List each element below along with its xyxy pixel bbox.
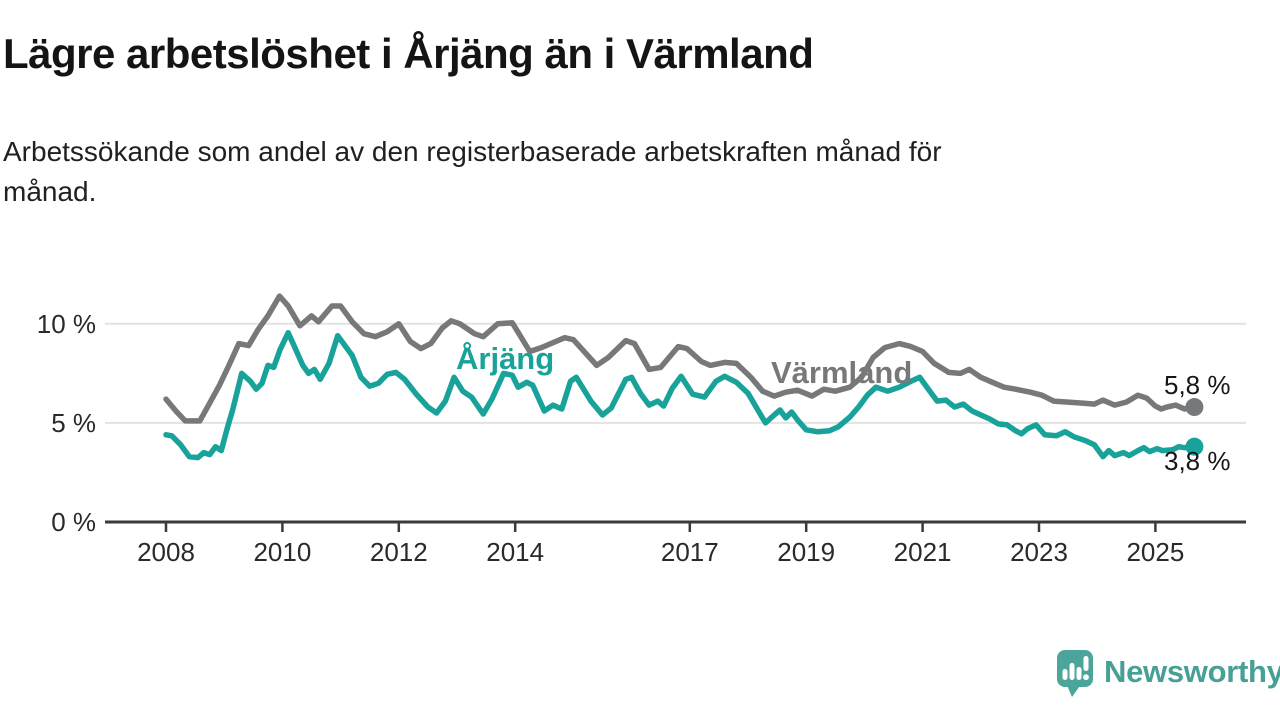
x-tick-label-2025: 2025 [1126,537,1185,567]
y-tick-label-5: 5 % [51,407,96,438]
x-tick-label-2010: 2010 [253,537,312,567]
x-tick-label-2008: 2008 [137,537,195,567]
newsworthy-logo: Newsworthy [1055,649,1280,699]
page-title: Lägre arbetslöshet i Årjäng än i Värmlan… [3,30,814,77]
y-tick-label-10: 10 % [36,308,96,339]
x-tick-label-2019: 2019 [777,537,836,567]
speech-bubble-bar-chart-icon [1057,650,1093,697]
x-tick-label-2023: 2023 [1010,537,1068,567]
y-tick-label-0: 0 % [51,507,96,537]
end-value-label-varmland: 5,8 % [1164,370,1231,400]
page-subtitle: Arbetssökande som andel av den registerb… [3,136,942,207]
x-tick-label-2014: 2014 [486,537,545,567]
series-label-varmland: Värmland [771,355,913,390]
end-value-label-arjang: 3,8 % [1164,446,1231,476]
series-label-arjang: Årjäng [456,341,555,376]
x-tick-label-2021: 2021 [893,537,952,567]
newsworthy-logo-text: Newsworthy [1104,654,1280,689]
x-tick-label-2017: 2017 [660,537,719,567]
x-tick-label-2012: 2012 [369,537,428,567]
